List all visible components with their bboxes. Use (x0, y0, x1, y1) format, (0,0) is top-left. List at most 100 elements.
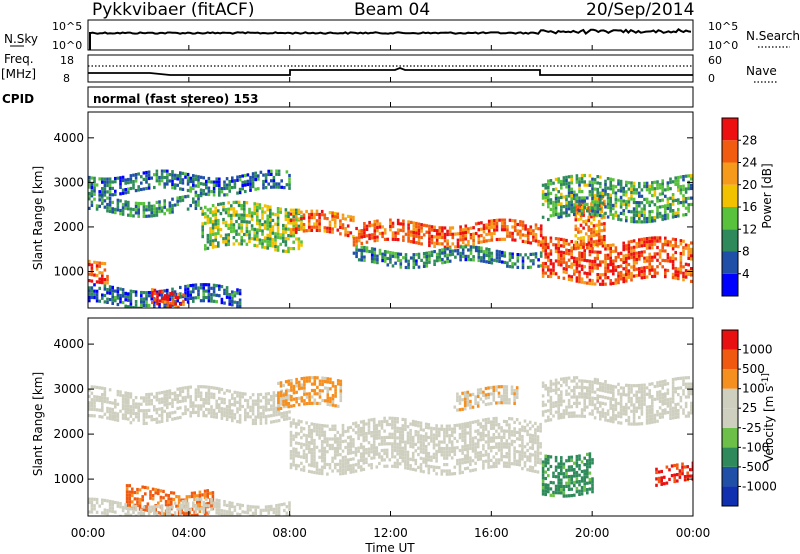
heatmap-cell (305, 453, 308, 457)
heatmap-cell (575, 382, 579, 386)
heatmap-cell (536, 451, 540, 455)
heatmap-cell (121, 407, 125, 411)
heatmap-cell (235, 229, 238, 233)
heatmap-cell (578, 270, 581, 274)
heatmap-cell (313, 461, 316, 465)
heatmap-cell (635, 393, 638, 397)
heatmap-cell (116, 208, 120, 212)
heatmap-cell (482, 466, 485, 470)
heatmap-cell (236, 178, 239, 182)
heatmap-cell (592, 240, 596, 244)
heatmap-cell (153, 303, 156, 307)
heatmap-cell (435, 472, 438, 476)
heatmap-cell (578, 180, 581, 184)
heatmap-cell (210, 299, 213, 303)
heatmap-cell (240, 229, 243, 233)
heatmap-cell (236, 291, 239, 295)
heatmap-cell (179, 196, 182, 200)
heatmap-cell (690, 202, 693, 207)
heatmap-cell (328, 223, 332, 227)
heatmap-cell (285, 410, 289, 415)
heatmap-cell (302, 213, 306, 217)
heatmap-cell (591, 247, 594, 251)
heatmap-cell (90, 401, 94, 405)
heatmap-cell (583, 405, 586, 409)
colorbar-tick-label: 24 (742, 156, 757, 170)
heatmap-cell (114, 176, 117, 181)
heatmap-cell (604, 211, 607, 215)
heatmap-cell (597, 226, 601, 230)
heatmap-cell (238, 391, 242, 395)
heatmap-cell (163, 289, 166, 293)
heatmap-cell (557, 410, 560, 414)
heatmap-cell (189, 186, 192, 190)
heatmap-cell (223, 301, 226, 305)
heatmap-cell (477, 258, 481, 263)
heatmap-cell (163, 185, 166, 189)
heatmap-cell (145, 180, 148, 184)
heatmap-cell (119, 293, 122, 298)
heatmap-cell (339, 443, 342, 447)
heatmap-cell (521, 438, 524, 442)
heatmap-cell (310, 441, 314, 445)
heatmap-cell (567, 188, 571, 192)
heatmap-cell (396, 445, 399, 450)
heatmap-cell (427, 435, 431, 440)
heatmap-cell (248, 214, 251, 218)
heatmap-cell (237, 216, 241, 220)
heatmap-cell (142, 396, 146, 400)
heatmap-cell (534, 236, 538, 240)
heatmap-cell (90, 289, 94, 293)
heatmap-cell (284, 399, 288, 403)
heatmap-cell (570, 379, 573, 383)
heatmap-cell (201, 225, 204, 229)
heatmap-cell (414, 430, 418, 434)
heatmap-cell (150, 207, 153, 212)
heatmap-cell (362, 423, 366, 427)
heatmap-cell (294, 463, 298, 467)
heatmap-cell (283, 395, 286, 399)
heatmap-cell (677, 415, 680, 419)
heatmap-cell (344, 468, 347, 472)
heatmap-cell (604, 415, 607, 419)
heatmap-cell (357, 235, 361, 240)
heatmap-cell (656, 236, 659, 240)
heatmap-cell (106, 196, 109, 200)
heatmap-cell (487, 251, 491, 255)
heatmap-cell (160, 169, 164, 173)
heatmap-cell (443, 226, 447, 230)
heatmap-cell (534, 431, 537, 435)
heatmap-cell (635, 207, 638, 211)
heatmap-cell (292, 247, 295, 251)
heatmap-cell (612, 191, 615, 195)
heatmap-cell (612, 262, 615, 266)
heatmap-cell (127, 407, 130, 412)
heatmap-cell (116, 293, 120, 297)
heatmap-cell (262, 173, 265, 177)
heatmap-cell (393, 432, 397, 437)
heatmap-cell (409, 464, 412, 468)
heatmap-cell (682, 408, 685, 412)
heatmap-cell (300, 377, 304, 381)
heatmap-cell (679, 261, 683, 265)
heatmap-cell (518, 434, 522, 438)
heatmap-cell (274, 248, 277, 252)
heatmap-cell (211, 213, 215, 217)
heatmap-cell (289, 434, 293, 438)
heatmap-cell (184, 294, 187, 298)
heatmap-cell (160, 292, 164, 297)
heatmap-cell (609, 419, 612, 423)
heatmap-cell (666, 404, 670, 408)
heatmap-cell (587, 209, 591, 213)
heatmap-cell (287, 214, 290, 218)
heatmap-cell (547, 246, 550, 250)
heatmap-cell (570, 275, 573, 279)
heatmap-cell (402, 222, 405, 226)
heatmap-cell (666, 398, 670, 402)
heatmap-cell (114, 418, 117, 422)
heatmap-cell (134, 402, 138, 406)
heatmap-cell (424, 457, 428, 461)
heatmap-cell (578, 177, 581, 181)
heatmap-cell (658, 186, 662, 190)
